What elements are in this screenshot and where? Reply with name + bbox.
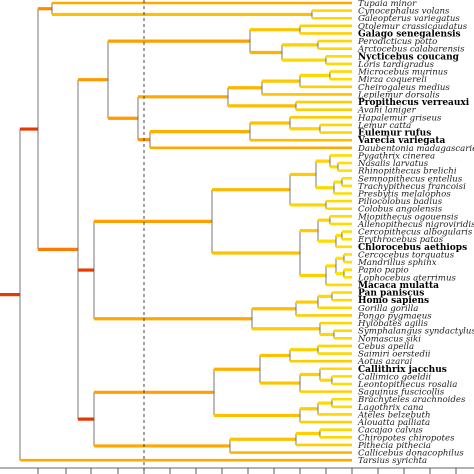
tip-label: Gorilla gorilla xyxy=(358,304,418,314)
tip-label: Saguinus fuscicollis xyxy=(358,388,445,398)
tip-label: Nomascus siki xyxy=(357,334,421,344)
tip-label: Otolemur crassicaudatus xyxy=(358,22,468,32)
tip-label: Symphalangus syndactylus xyxy=(358,327,474,337)
tip-label: Alouatta palliata xyxy=(357,418,430,428)
tip-label: Cacajao calvus xyxy=(358,426,423,436)
tip-label: Chiropotes chiropotes xyxy=(358,433,455,443)
tip-label: Tarsius syrichta xyxy=(358,456,427,466)
tip-label: Loris tardigradus xyxy=(357,60,435,70)
tip-label: Lepilemur dorsalis xyxy=(357,90,440,100)
tip-label: Galeopterus variegatus xyxy=(358,14,460,24)
tip-label: Mandrillus sphinx xyxy=(357,258,437,268)
tip-label: Cebus apella xyxy=(358,342,414,352)
tip-label: Lophocebus aterrimus xyxy=(357,273,456,283)
tip-label: Callithrix jacchus xyxy=(358,365,447,375)
tip-label: Callimico goeldii xyxy=(358,372,431,382)
tip-label: Homo sapiens xyxy=(358,296,429,306)
tree-branches xyxy=(0,1,474,462)
tip-label: Pan paniscus xyxy=(358,289,424,299)
tip-label: Hylobates agilis xyxy=(357,319,428,329)
tip-label: Macaca mulatta xyxy=(358,281,439,291)
tip-label: Cercocebus torquatus xyxy=(358,250,455,260)
tip-label: Papio papio xyxy=(357,266,409,276)
tip-label: Lagothrix cana xyxy=(357,403,424,413)
time-axis xyxy=(0,467,474,474)
tip-label: Avahi laniger xyxy=(357,106,417,116)
tip-label: Callicebus donacophilus xyxy=(358,449,464,459)
tip-label: Piliocolobus badius xyxy=(357,197,443,207)
tip-label: Pongo pygmaeus xyxy=(357,311,432,321)
tip-label: Varecia variegata xyxy=(357,136,446,146)
tip-label: Aotus azarai xyxy=(357,357,413,367)
tip-label: Colobus angolensis xyxy=(358,205,443,215)
tip-label: Microcebus murinus xyxy=(357,68,448,78)
tip-label: Miopithecus ogouensis xyxy=(357,212,459,222)
tip-label: Erythrocebus patas xyxy=(357,235,444,245)
tip-label: Eulemur rufus xyxy=(358,129,431,139)
tip-label: Rhinopithecus brelichi xyxy=(357,167,457,177)
tip-label: Cynocephalus volans xyxy=(358,7,450,17)
tip-label: Leontopithecus rosalia xyxy=(357,380,457,390)
tip-label: Cercopithecus albogularis xyxy=(358,228,473,238)
tip-label: Galago senegalensis xyxy=(358,29,461,39)
tip-label: Nycticebus coucang xyxy=(358,52,460,62)
tip-label: Ateles belzebuth xyxy=(357,410,431,420)
tip-label: Nasalis larvatus xyxy=(357,159,429,169)
tip-label: Propithecus verreauxi xyxy=(358,98,470,108)
tip-label: Pithecia pithecia xyxy=(357,441,431,451)
tip-label: Perodicticus potto xyxy=(357,37,437,47)
tip-label: Presbytis melalophos xyxy=(357,190,451,200)
tip-label: Semnopithecus entellus xyxy=(358,174,463,184)
tip-label: Trachypithecus francoisi xyxy=(358,182,466,192)
tip-label: Allenopithecus nigroviridis xyxy=(357,220,474,230)
tip-label: Mirza coquereli xyxy=(357,75,427,85)
tip-label: Daubentonia madagascariensis xyxy=(357,144,474,154)
tip-label: Pygathrix cinerea xyxy=(357,151,435,161)
tip-label: Lemur catta xyxy=(357,121,411,131)
tip-label: Hapalemur griseus xyxy=(357,113,442,123)
tip-label: Arctocebus calabarensis xyxy=(357,45,465,55)
tip-label: Brachyteles arachnoides xyxy=(357,395,466,405)
tip-label: Tupaia minor xyxy=(358,0,417,9)
tip-label: Chlorocebus aethiops xyxy=(358,243,467,253)
tip-label: Cheirogaleus medius xyxy=(358,83,450,93)
tip-label: Saimiri oerstedii xyxy=(358,350,431,360)
